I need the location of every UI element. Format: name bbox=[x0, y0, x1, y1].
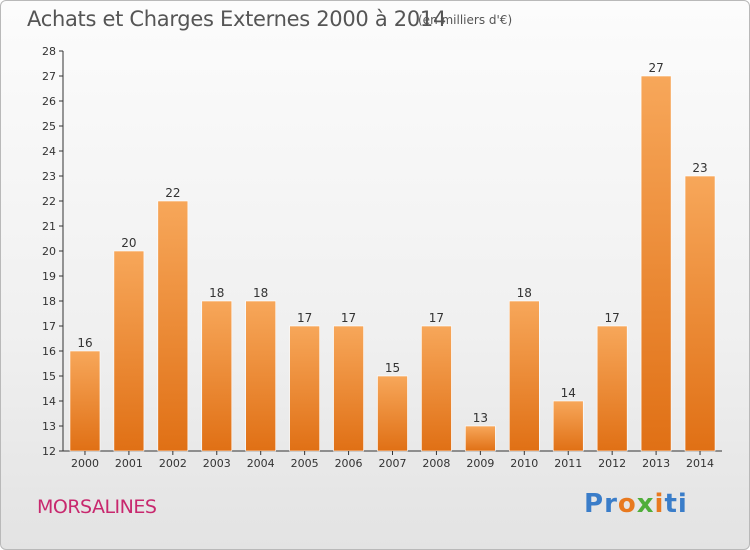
data-label: 13 bbox=[473, 411, 488, 425]
y-tick-label: 20 bbox=[42, 245, 56, 258]
data-label: 14 bbox=[561, 386, 576, 400]
data-label: 20 bbox=[121, 236, 136, 250]
logo-letter: o bbox=[617, 489, 637, 519]
chart-title: Achats et Charges Externes 2000 à 2014 bbox=[27, 7, 447, 31]
x-tick-label: 2010 bbox=[510, 457, 538, 470]
data-label: 16 bbox=[77, 336, 92, 350]
data-label: 18 bbox=[253, 286, 268, 300]
x-tick-label: 2007 bbox=[379, 457, 407, 470]
x-tick-label: 2003 bbox=[203, 457, 231, 470]
logo-letter: i bbox=[677, 489, 688, 519]
logo-letter: i bbox=[654, 489, 665, 519]
y-tick-label: 12 bbox=[42, 445, 56, 458]
y-tick-label: 15 bbox=[42, 370, 56, 383]
bar[interactable] bbox=[465, 425, 496, 452]
town-name: MORSALINES bbox=[37, 496, 157, 518]
data-label: 15 bbox=[385, 361, 400, 375]
y-tick-label: 24 bbox=[42, 145, 56, 158]
y-tick-label: 21 bbox=[42, 220, 56, 233]
data-label: 22 bbox=[165, 186, 180, 200]
x-tick-label: 2004 bbox=[247, 457, 275, 470]
data-label: 17 bbox=[297, 311, 312, 325]
x-tick-label: 2006 bbox=[335, 457, 363, 470]
bar[interactable] bbox=[552, 400, 584, 452]
x-tick-label: 2000 bbox=[71, 457, 99, 470]
y-tick-label: 25 bbox=[42, 120, 56, 133]
bar[interactable] bbox=[245, 300, 276, 452]
y-tick-label: 23 bbox=[42, 170, 56, 183]
y-tick-label: 18 bbox=[42, 295, 56, 308]
data-label: 17 bbox=[341, 311, 356, 325]
y-tick-label: 16 bbox=[42, 345, 56, 358]
bar[interactable] bbox=[289, 325, 320, 452]
y-tick-label: 28 bbox=[42, 45, 56, 58]
bar[interactable] bbox=[508, 300, 540, 452]
bar[interactable] bbox=[684, 175, 716, 452]
x-tick-label: 2011 bbox=[554, 457, 582, 470]
x-tick-label: 2013 bbox=[642, 457, 670, 470]
x-tick-label: 2014 bbox=[686, 457, 714, 470]
data-label: 17 bbox=[429, 311, 444, 325]
bar[interactable] bbox=[69, 350, 101, 452]
bar[interactable] bbox=[640, 75, 672, 452]
y-tick-label: 22 bbox=[42, 195, 56, 208]
bar[interactable] bbox=[201, 300, 233, 452]
chart-subtitle: (en milliers d'€) bbox=[418, 13, 513, 27]
data-label: 27 bbox=[648, 61, 663, 75]
x-tick-label: 2005 bbox=[291, 457, 319, 470]
x-tick-label: 2002 bbox=[159, 457, 187, 470]
bar[interactable] bbox=[113, 250, 145, 452]
x-tick-label: 2012 bbox=[598, 457, 626, 470]
bar[interactable] bbox=[596, 325, 628, 452]
data-label: 23 bbox=[692, 161, 707, 175]
bar[interactable] bbox=[377, 375, 408, 452]
x-tick-label: 2001 bbox=[115, 457, 143, 470]
y-tick-label: 19 bbox=[42, 270, 56, 283]
data-label: 18 bbox=[209, 286, 224, 300]
data-label: 18 bbox=[517, 286, 532, 300]
bar[interactable] bbox=[421, 325, 452, 452]
proxiti-logo[interactable]: Proxiti bbox=[584, 489, 688, 519]
x-tick-label: 2008 bbox=[422, 457, 450, 470]
data-label: 17 bbox=[605, 311, 620, 325]
y-tick-label: 13 bbox=[42, 420, 56, 433]
logo-letter: P bbox=[584, 489, 605, 519]
y-tick-label: 17 bbox=[42, 320, 56, 333]
logo-letter: t bbox=[664, 489, 678, 519]
bar[interactable] bbox=[157, 200, 189, 452]
logo-letter: x bbox=[636, 489, 655, 519]
x-tick-label: 2009 bbox=[466, 457, 494, 470]
y-tick-label: 27 bbox=[42, 70, 56, 83]
bar[interactable] bbox=[333, 325, 364, 452]
y-tick-label: 26 bbox=[42, 95, 56, 108]
y-tick-label: 14 bbox=[42, 395, 56, 408]
logo-letter: r bbox=[604, 489, 618, 519]
